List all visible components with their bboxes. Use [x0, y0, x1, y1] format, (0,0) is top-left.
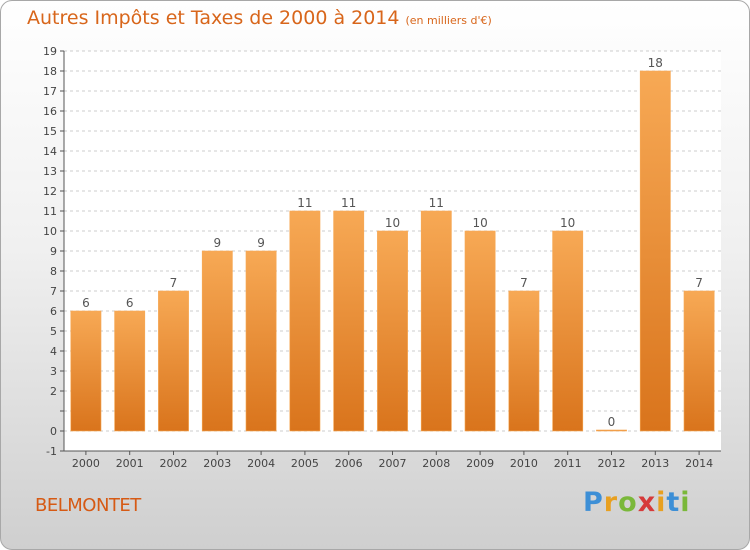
data-label-2002: 7 [170, 276, 178, 290]
data-label-2006: 11 [341, 196, 356, 210]
data-label-2008: 11 [429, 196, 444, 210]
logo-letter: x [637, 487, 657, 518]
x-tick-label: 2014 [685, 457, 713, 470]
y-tick-label: 5 [50, 325, 57, 338]
x-tick-label: 2011 [554, 457, 582, 470]
data-label-2007: 10 [385, 216, 400, 230]
x-tick-label: 2003 [203, 457, 231, 470]
bar-2006 [333, 210, 365, 432]
chart-subtitle: (en milliers d'€) [405, 14, 492, 27]
y-tick-label: 19 [43, 45, 57, 58]
data-label-2012: 0 [608, 415, 616, 429]
bar-2007 [377, 230, 408, 432]
bar-2005 [289, 210, 321, 432]
bar-2011 [552, 230, 584, 432]
data-label-2011: 10 [560, 216, 575, 230]
x-tick-label: 2013 [641, 457, 669, 470]
bar-2013 [639, 70, 671, 432]
y-tick-label: 4 [50, 345, 57, 358]
y-tick-label: 13 [43, 165, 57, 178]
data-label-2004: 9 [257, 236, 265, 250]
bar-2012 [596, 429, 627, 432]
x-tick-label: 2006 [335, 457, 363, 470]
data-label-2010: 7 [520, 276, 528, 290]
bar-2002 [158, 290, 189, 432]
data-label-2014: 7 [695, 276, 703, 290]
chart-title: Autres Impôts et Taxes de 2000 à 2014 (en… [27, 7, 492, 29]
x-tick-label: 2005 [291, 457, 319, 470]
bar-2004 [245, 250, 277, 432]
data-label-2009: 10 [472, 216, 487, 230]
logo-letter: o [618, 487, 638, 518]
x-tick-label: 2000 [72, 457, 100, 470]
x-tick-label: 2009 [466, 457, 494, 470]
y-tick-label: 6 [50, 305, 57, 318]
bar-2009 [464, 230, 496, 432]
y-tick-label: 16 [43, 105, 57, 118]
logo-letter: r [603, 487, 619, 518]
data-label-2001: 6 [126, 296, 134, 310]
y-tick-label: 11 [43, 205, 57, 218]
y-tick-label: 0 [50, 425, 57, 438]
proxiti-logo: Proxiti [583, 487, 691, 518]
bar-2014 [683, 290, 715, 432]
data-label-2003: 9 [213, 236, 221, 250]
x-tick-label: 2012 [598, 457, 626, 470]
x-tick-label: 2010 [510, 457, 538, 470]
chart-title-text: Autres Impôts et Taxes de 2000 à 2014 [27, 7, 400, 29]
bar-2003 [201, 250, 233, 432]
y-tick-label: 8 [50, 265, 57, 278]
bar-2010 [508, 290, 540, 432]
bar-2008 [420, 210, 452, 432]
logo-letter: i [656, 487, 667, 518]
x-tick-label: 2002 [160, 457, 188, 470]
y-tick-label: 2 [50, 385, 57, 398]
data-label-2013: 18 [648, 56, 663, 70]
x-tick-label: 2001 [116, 457, 144, 470]
x-tick-label: 2008 [422, 457, 450, 470]
data-label-2005: 11 [297, 196, 312, 210]
y-tick-label: 7 [50, 285, 57, 298]
y-tick-label: 9 [50, 245, 57, 258]
logo-letter: i [680, 487, 691, 518]
bar-2001 [114, 310, 146, 432]
logo-letter: t [666, 487, 681, 518]
y-tick-label: 10 [43, 225, 57, 238]
y-tick-label: 3 [50, 365, 57, 378]
x-tick-label: 2007 [379, 457, 407, 470]
y-tick-label: 18 [43, 65, 57, 78]
y-tick-label: 15 [43, 125, 57, 138]
y-tick-label: -1 [46, 445, 57, 458]
y-tick-label: 12 [43, 185, 57, 198]
y-tick-label: 17 [43, 85, 57, 98]
y-tick-label: 14 [43, 145, 57, 158]
data-label-2000: 6 [82, 296, 90, 310]
logo-letter: P [583, 487, 604, 518]
bar-2000 [70, 310, 102, 432]
x-tick-label: 2004 [247, 457, 275, 470]
commune-name: BELMONTET [35, 495, 141, 516]
